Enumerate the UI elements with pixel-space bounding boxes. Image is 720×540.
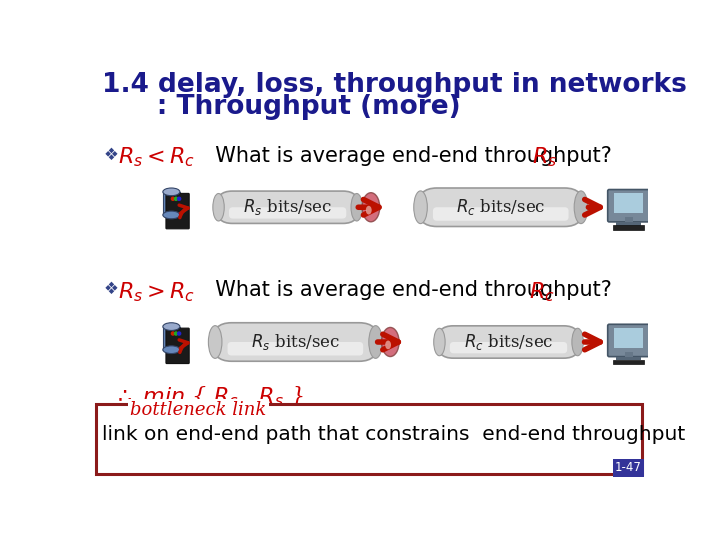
Circle shape	[171, 332, 174, 335]
Ellipse shape	[163, 188, 180, 195]
Text: $R_s$: $R_s$	[532, 146, 557, 169]
Ellipse shape	[572, 328, 583, 356]
Text: $R_s$ bits/sec: $R_s$ bits/sec	[251, 332, 340, 352]
Text: : Throughput (more): : Throughput (more)	[102, 94, 460, 120]
Ellipse shape	[382, 327, 399, 356]
Ellipse shape	[433, 328, 445, 356]
Bar	[616, 222, 641, 226]
Text: $R_s < R_c$: $R_s < R_c$	[118, 146, 195, 169]
Bar	[625, 217, 632, 224]
Ellipse shape	[163, 346, 180, 354]
FancyBboxPatch shape	[433, 207, 569, 221]
Text: $R_c$ bits/sec: $R_c$ bits/sec	[456, 197, 546, 217]
Text: $R_c$: $R_c$	[528, 280, 554, 304]
Text: $\therefore$ $min$ { $R_c$ , $R_s$ }: $\therefore$ $min$ { $R_c$ , $R_s$ }	[113, 384, 304, 409]
Bar	[163, 327, 180, 350]
Bar	[613, 360, 644, 365]
FancyBboxPatch shape	[608, 325, 649, 356]
Text: bottleneck link: bottleneck link	[130, 401, 266, 419]
Ellipse shape	[366, 206, 372, 214]
Bar	[614, 193, 644, 213]
Ellipse shape	[362, 193, 379, 222]
FancyBboxPatch shape	[437, 326, 580, 358]
Bar	[614, 328, 644, 348]
Text: What is average end-end throughput?: What is average end-end throughput?	[202, 146, 612, 166]
FancyBboxPatch shape	[608, 190, 649, 222]
FancyBboxPatch shape	[166, 193, 189, 229]
FancyBboxPatch shape	[418, 188, 584, 226]
Bar	[625, 352, 632, 358]
Circle shape	[178, 197, 181, 200]
Ellipse shape	[208, 326, 222, 359]
Ellipse shape	[574, 191, 588, 224]
Text: $R_s$ bits/sec: $R_s$ bits/sec	[243, 197, 332, 217]
FancyBboxPatch shape	[96, 403, 642, 475]
Bar	[613, 225, 644, 229]
FancyBboxPatch shape	[212, 323, 379, 361]
FancyBboxPatch shape	[450, 342, 567, 353]
Text: 1-47: 1-47	[615, 462, 642, 475]
Text: 1.4 delay, loss, throughput in networks: 1.4 delay, loss, throughput in networks	[102, 72, 686, 98]
Ellipse shape	[414, 191, 427, 224]
FancyBboxPatch shape	[216, 191, 359, 224]
Text: $R_s > R_c$: $R_s > R_c$	[118, 280, 195, 304]
Ellipse shape	[163, 323, 180, 330]
Ellipse shape	[351, 193, 362, 221]
FancyBboxPatch shape	[228, 342, 363, 355]
Circle shape	[174, 197, 178, 200]
Circle shape	[178, 332, 181, 335]
FancyBboxPatch shape	[166, 328, 189, 363]
Ellipse shape	[369, 326, 382, 359]
Bar	[616, 356, 641, 361]
Text: $R_c$ bits/sec: $R_c$ bits/sec	[464, 332, 553, 352]
Circle shape	[174, 332, 178, 335]
Ellipse shape	[385, 341, 391, 349]
Text: What is average end-end throughput?: What is average end-end throughput?	[202, 280, 612, 300]
Ellipse shape	[213, 193, 224, 221]
Text: ❖: ❖	[104, 280, 119, 299]
FancyBboxPatch shape	[229, 207, 346, 219]
Bar	[163, 192, 180, 215]
Ellipse shape	[163, 211, 180, 219]
Circle shape	[171, 197, 174, 200]
Text: ❖: ❖	[104, 146, 119, 164]
Text: link on end-end path that constrains  end-end throughput: link on end-end path that constrains end…	[102, 425, 685, 444]
